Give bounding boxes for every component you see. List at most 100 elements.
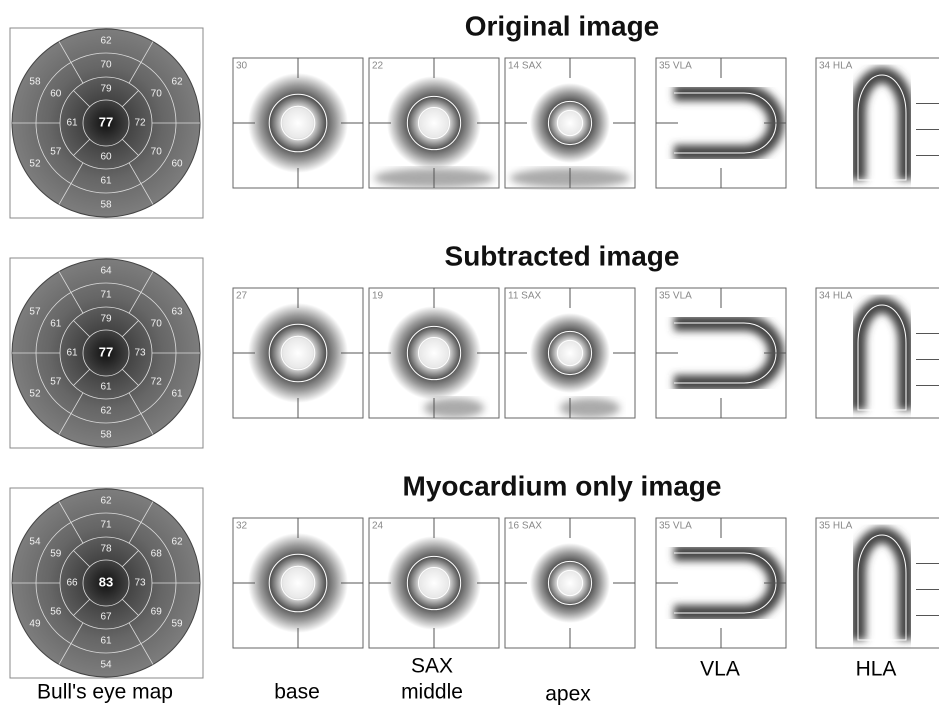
contour (406, 325, 462, 381)
contour (280, 105, 316, 141)
panel-label: 35 VLA (659, 521, 692, 532)
segment-value: 57 (50, 147, 62, 158)
segment-value: 71 (100, 520, 112, 531)
panel-label: 22 (372, 61, 384, 72)
sax-slice (248, 73, 348, 173)
segment-value: 61 (100, 382, 112, 393)
sector-line (58, 41, 84, 84)
image-panel: 35 VLA (655, 57, 787, 189)
image-panel: 24 (368, 517, 500, 649)
sax-slice (387, 76, 481, 170)
segment-value: 70 (151, 319, 163, 330)
segment-value: 59 (171, 619, 183, 630)
segment-value: 66 (66, 578, 78, 589)
column-label: VLA (700, 658, 740, 681)
segment-value: 63 (171, 307, 183, 318)
segment-value: 61 (100, 636, 112, 647)
segment-value: 60 (100, 152, 112, 163)
image-panel: 11 SAX (504, 287, 636, 419)
segment-value: 58 (29, 77, 41, 88)
panel-label: 32 (236, 521, 248, 532)
segment-value: 83 (99, 574, 113, 589)
sector-line (121, 368, 139, 386)
column-label: SAX (411, 655, 453, 678)
segment-value: 68 (151, 549, 163, 560)
sector-line (128, 162, 154, 205)
sector-line (128, 41, 154, 84)
contour (547, 330, 593, 376)
column-label: apex (545, 683, 591, 706)
contour (857, 74, 907, 181)
segment-value: 54 (29, 537, 41, 548)
sector-line (128, 271, 154, 314)
segment-value: 61 (171, 389, 183, 400)
panel-label: 35 VLA (659, 61, 692, 72)
column-label: Bull's eye map (37, 681, 173, 704)
panel-label: 16 SAX (508, 521, 542, 532)
segment-value: 62 (100, 36, 112, 47)
sector-line (58, 162, 84, 205)
contour (547, 100, 593, 146)
panel-label: 35 VLA (659, 291, 692, 302)
panel-label: 35 HLA (819, 521, 853, 532)
sector-line (121, 138, 139, 156)
row-title: Original image (465, 10, 660, 41)
contour (556, 339, 584, 367)
segment-value: 59 (50, 549, 62, 560)
segment-value: 69 (151, 607, 163, 618)
segment-value: 58 (100, 200, 112, 211)
panel-label: 30 (236, 61, 248, 72)
sector-line (58, 392, 84, 435)
panel-label: 27 (236, 291, 248, 302)
sax-slice (387, 536, 481, 630)
image-panel: 34 HLA (815, 57, 939, 189)
column-label: base (274, 681, 320, 704)
segment-value: 56 (50, 607, 62, 618)
segment-value: 57 (29, 307, 41, 318)
column-label: middle (401, 681, 463, 704)
contour (857, 304, 907, 411)
sector-line (73, 368, 91, 386)
contour (280, 565, 316, 601)
contour (417, 106, 451, 140)
panel-label: 19 (372, 291, 384, 302)
sector-line (121, 598, 139, 616)
sax-slice (530, 543, 610, 623)
segment-value: 77 (99, 114, 113, 129)
image-panel: 14 SAX (504, 57, 636, 189)
image-panel: 16 SAX (504, 517, 636, 649)
segment-value: 78 (100, 544, 112, 555)
segment-value: 70 (151, 147, 163, 158)
segment-value: 61 (66, 118, 78, 129)
sector-line (121, 550, 139, 568)
segment-value: 58 (100, 430, 112, 441)
contour (857, 534, 907, 641)
panel-label: 24 (372, 521, 384, 532)
segment-value: 77 (99, 344, 113, 359)
sax-slice (248, 533, 348, 633)
sax-slice (530, 313, 610, 393)
panel-label: 14 SAX (508, 61, 542, 72)
image-panel: 30 (232, 57, 364, 189)
sector-line (58, 501, 84, 544)
extracardiac-activity (424, 398, 484, 418)
contour (268, 553, 328, 613)
contour (268, 93, 328, 153)
ring-line (82, 559, 130, 607)
sector-line (73, 320, 91, 338)
sax-slice (248, 303, 348, 403)
segment-value: 52 (29, 159, 41, 170)
segment-value: 79 (100, 84, 112, 95)
row-title: Myocardium only image (403, 470, 722, 501)
row-title: Subtracted image (445, 240, 680, 271)
sector-line (128, 392, 154, 435)
sector-line (73, 550, 91, 568)
segment-value: 54 (100, 660, 112, 671)
contour (417, 336, 451, 370)
segment-value: 61 (100, 176, 112, 187)
segment-value: 62 (100, 406, 112, 417)
ring-line (82, 329, 130, 377)
contour (417, 566, 451, 600)
segment-value: 71 (100, 290, 112, 301)
